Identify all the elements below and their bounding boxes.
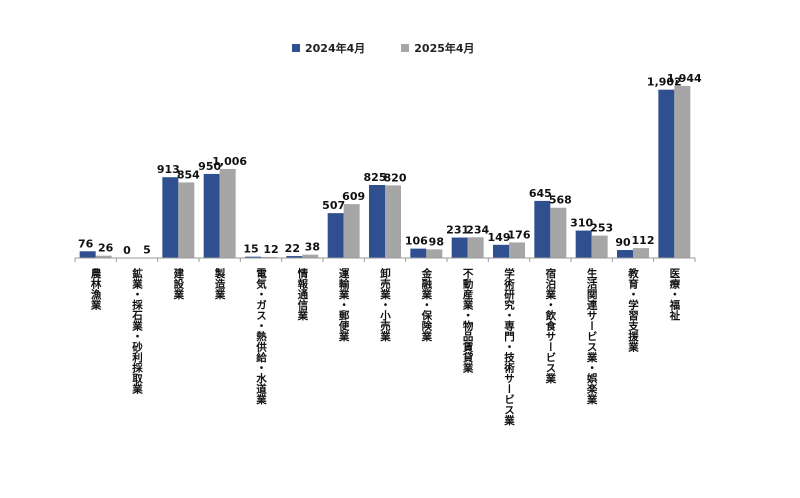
category-label: 卸売業・小売業 bbox=[379, 267, 391, 342]
data-label: 106 bbox=[405, 235, 428, 248]
category-labels-group: 農林漁業 鉱業・採石業・砂利採取業 建設業 製造業 電気・ガス・熱供給・水道業 情報通信業… bbox=[90, 267, 681, 426]
bar-2025 bbox=[550, 208, 566, 258]
bar-2025 bbox=[344, 204, 360, 258]
category-label: 建設業 bbox=[172, 267, 184, 300]
bar-2024 bbox=[410, 249, 426, 258]
bar-2025 bbox=[220, 169, 236, 258]
bar-2024 bbox=[534, 201, 550, 258]
bar-2025 bbox=[633, 248, 649, 258]
bar-2024 bbox=[658, 90, 674, 258]
bar-2024 bbox=[493, 245, 509, 258]
bar-2024 bbox=[576, 231, 592, 258]
bar-2024 bbox=[328, 213, 344, 258]
bar-2024 bbox=[80, 251, 96, 258]
category-label: 不動産業・物品賃貸業 bbox=[462, 268, 474, 374]
category-label: 生活関連サービス業・娯楽業 bbox=[586, 267, 598, 405]
bar-2025 bbox=[674, 86, 690, 258]
bar-2025 bbox=[509, 242, 525, 258]
data-label: 22 bbox=[285, 242, 300, 255]
data-label: 76 bbox=[78, 237, 94, 250]
bar-2024 bbox=[204, 174, 220, 258]
data-label: 1,944 bbox=[667, 72, 702, 85]
data-label: 98 bbox=[429, 235, 444, 248]
data-label: 12 bbox=[263, 243, 278, 256]
category-label: 医療・福祉 bbox=[668, 268, 680, 321]
bar-2024 bbox=[452, 238, 468, 258]
bar-2025 bbox=[592, 236, 608, 258]
data-label: 568 bbox=[549, 194, 572, 207]
category-label: 情報通信業 bbox=[296, 267, 308, 321]
data-label: 234 bbox=[466, 223, 489, 236]
data-label: 176 bbox=[508, 228, 531, 241]
data-label: 90 bbox=[615, 236, 631, 249]
bar-2024 bbox=[162, 177, 178, 258]
data-label: 112 bbox=[632, 234, 655, 247]
bar-2025 bbox=[302, 255, 318, 258]
bar-2024 bbox=[617, 250, 633, 258]
category-label: 金融業・保険業 bbox=[420, 267, 432, 342]
category-label: 製造業 bbox=[214, 267, 226, 300]
category-label: 宿泊業・飲食サービス業 bbox=[544, 267, 556, 384]
category-label: 農林漁業 bbox=[90, 267, 102, 311]
data-label: 0 bbox=[123, 244, 131, 257]
bar-2025 bbox=[468, 237, 484, 258]
category-label: 運輸業・郵便業 bbox=[338, 268, 350, 342]
data-label: 854 bbox=[177, 168, 200, 181]
data-label: 1,006 bbox=[212, 155, 247, 168]
category-label: 教育・学習支援業 bbox=[627, 267, 639, 353]
data-label: 38 bbox=[305, 241, 320, 254]
data-label: 820 bbox=[384, 171, 407, 184]
category-label: 電気・ガス・熱供給・水道業 bbox=[255, 268, 267, 405]
x-axis-ticks-group bbox=[75, 258, 695, 262]
bar-2025 bbox=[426, 249, 442, 258]
data-label: 15 bbox=[243, 243, 258, 256]
bar-2024 bbox=[369, 185, 385, 258]
data-label: 5 bbox=[143, 244, 151, 257]
category-label: 学術研究・専門・技術サービス業 bbox=[503, 267, 515, 426]
data-label: 253 bbox=[590, 222, 613, 235]
data-label: 609 bbox=[342, 190, 365, 203]
bar-2025 bbox=[385, 185, 401, 258]
data-label: 26 bbox=[98, 242, 114, 255]
bar-2025 bbox=[178, 182, 194, 258]
category-label: 鉱業・採石業・砂利採取業 bbox=[131, 267, 143, 395]
